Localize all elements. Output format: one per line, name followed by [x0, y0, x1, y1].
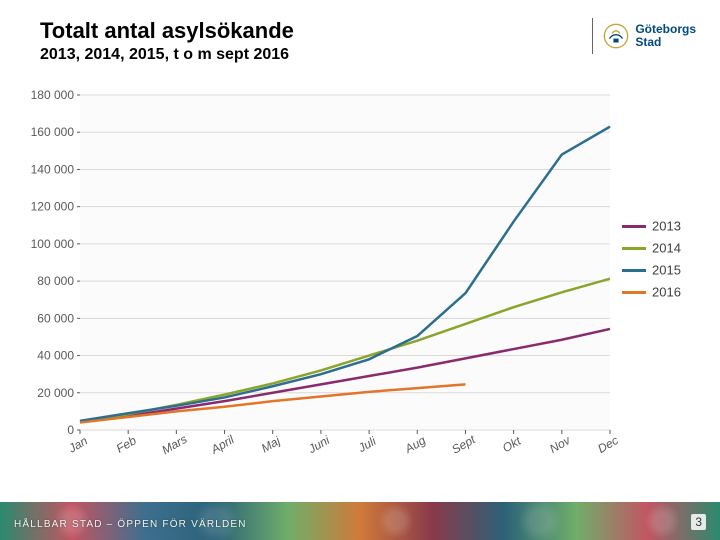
x-tick-label: Okt [500, 433, 524, 455]
y-tick-label: 0 [67, 423, 74, 437]
x-tick-label: Dec [595, 433, 620, 456]
x-tick-label: Nov [547, 433, 573, 456]
x-tick-label: Mars [159, 432, 189, 457]
legend-label-2015: 2015 [652, 263, 681, 278]
goteborg-crest-icon [603, 23, 629, 49]
y-tick-label: 120 000 [31, 200, 75, 214]
x-tick-label: Juli [355, 434, 379, 456]
logo-text-bottom: Stad [635, 36, 696, 49]
legend-label-2014: 2014 [652, 241, 681, 256]
y-tick-label: 180 000 [31, 88, 75, 102]
x-tick-label: April [208, 432, 237, 457]
y-tick-label: 140 000 [31, 162, 75, 176]
footer-tagline: HÅLLBAR STAD – ÖPPEN FÖR VÄRLDEN [14, 519, 247, 530]
logo: Göteborgs Stad [592, 18, 696, 54]
page-number: 3 [691, 514, 706, 530]
x-tick-label: Feb [114, 433, 139, 456]
line-chart: 0 20 000 40 000 60 000 80 000 100 000 120 000 1… [20, 85, 700, 485]
x-tick-label: Juni [305, 433, 332, 457]
y-tick-label: 80 000 [37, 274, 74, 288]
logo-text: Göteborgs Stad [635, 23, 696, 49]
chart-subtitle: 2013, 2014, 2015, t o m sept 2016 [40, 46, 680, 64]
legend-label-2013: 2013 [652, 219, 681, 234]
header: Totalt antal asylsökande 2013, 2014, 201… [40, 18, 680, 64]
slide: Totalt antal asylsökande 2013, 2014, 201… [0, 0, 720, 540]
logo-divider [592, 18, 593, 54]
legend-label-2016: 2016 [652, 285, 681, 300]
x-tick-label: Aug [402, 433, 429, 456]
x-tick-label: Sept [449, 432, 478, 457]
y-tick-label: 40 000 [37, 349, 74, 363]
y-tick-label: 20 000 [37, 386, 74, 400]
y-tick-label: 60 000 [37, 311, 74, 325]
y-tick-label: 160 000 [31, 125, 75, 139]
chart-title: Totalt antal asylsökande [40, 18, 680, 44]
x-tick-label: Maj [259, 433, 283, 455]
y-tick-label: 100 000 [31, 237, 75, 251]
